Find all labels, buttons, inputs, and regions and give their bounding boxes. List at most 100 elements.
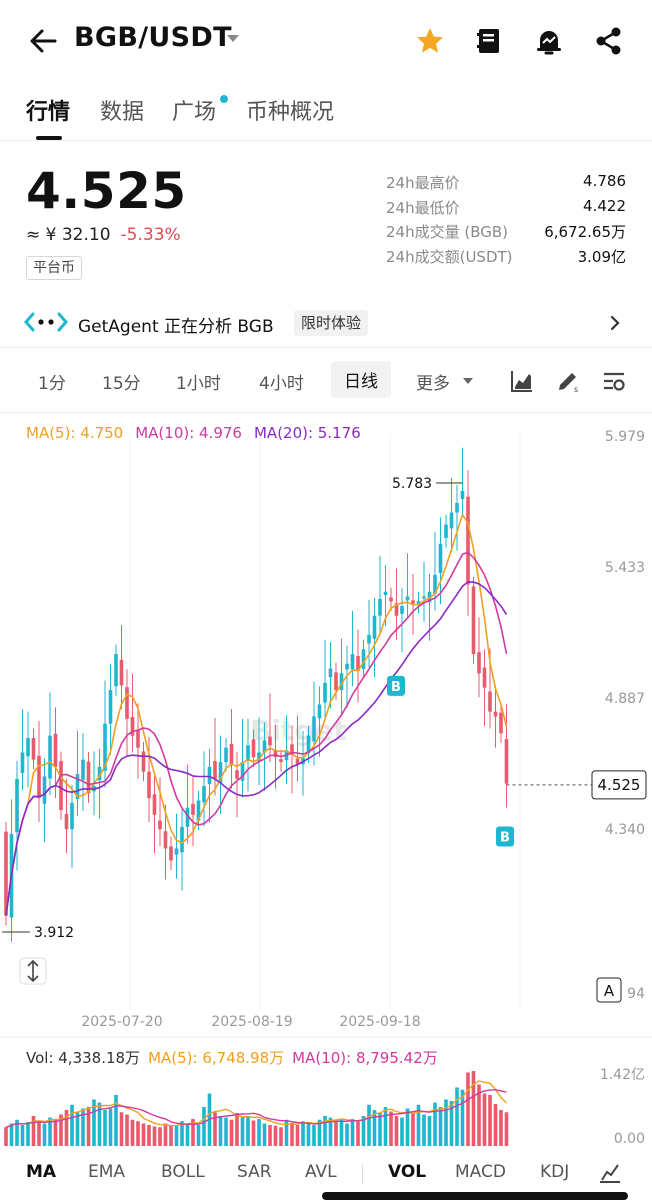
- stats-24h: 24h最高价 4.786 24h最低价 4.422 24h成交量 (BGB) 6…: [386, 172, 626, 270]
- candle-body: [59, 761, 63, 811]
- indicator-settings-icon[interactable]: [598, 1162, 622, 1184]
- category-badge[interactable]: 平台币: [26, 256, 82, 280]
- candle-body: [114, 654, 118, 687]
- chevron-right-icon[interactable]: [607, 314, 623, 332]
- candle-body: [323, 682, 327, 703]
- volume-bar: [262, 1123, 267, 1146]
- volume-bar: [169, 1125, 173, 1146]
- indicator-vol[interactable]: VOL: [388, 1162, 427, 1182]
- volume-bar: [42, 1123, 47, 1146]
- candle-body: [218, 762, 223, 783]
- candle-body: [328, 668, 333, 678]
- getagent-logo-icon: [24, 312, 68, 332]
- ma5-line: [5, 513, 508, 916]
- candle-body: [53, 733, 58, 767]
- volume-bar: [235, 1113, 239, 1146]
- candle-body: [103, 723, 107, 771]
- star-icon[interactable]: [413, 24, 447, 58]
- tab-square[interactable]: 广场: [172, 100, 217, 125]
- alert-bell-icon[interactable]: [532, 24, 566, 58]
- volume-bar: [268, 1125, 272, 1146]
- getagent-banner[interactable]: GetAgent 正在分析 BGB 限时体验: [0, 300, 652, 346]
- trial-badge: 限时体验: [294, 310, 369, 336]
- indicator-bar: MA EMA BOLL SAR AVL VOL MACD KDJ: [0, 1150, 652, 1194]
- interval-1h[interactable]: 1小时: [176, 374, 221, 394]
- volume-bar: [411, 1113, 415, 1146]
- interval-15m[interactable]: 15分: [102, 374, 141, 394]
- volume-bar: [4, 1127, 8, 1146]
- volume-axis-label: 0.00: [614, 1131, 645, 1147]
- volume-bar: [383, 1107, 388, 1146]
- interval-4h[interactable]: 4小时: [259, 374, 304, 394]
- divider: [0, 140, 652, 141]
- candle-body: [378, 598, 382, 616]
- candle-body: [158, 820, 162, 830]
- indicator-ema[interactable]: EMA: [88, 1162, 126, 1182]
- candle-body: [174, 848, 179, 855]
- volume-bar: [86, 1107, 91, 1146]
- indicator-boll[interactable]: BOLL: [161, 1162, 205, 1182]
- candle-body: [477, 652, 481, 674]
- volume-bar: [284, 1119, 289, 1146]
- interval-more[interactable]: 更多: [416, 374, 450, 394]
- volume-bar: [9, 1123, 14, 1146]
- share-icon[interactable]: [592, 24, 626, 58]
- volume-bar: [367, 1104, 371, 1146]
- volume-bar: [158, 1127, 162, 1146]
- indicator-avl[interactable]: AVL: [305, 1162, 337, 1182]
- tab-market[interactable]: 行情: [26, 100, 71, 125]
- price-axis-label: 5.979: [605, 429, 645, 445]
- interval-1m[interactable]: 1分: [38, 374, 66, 394]
- candle-body: [163, 831, 168, 849]
- draw-tool-icon[interactable]: s: [555, 368, 581, 394]
- buy-marker-icon: [496, 826, 514, 847]
- indicator-ma[interactable]: MA: [26, 1162, 57, 1182]
- chart-type-icon[interactable]: [509, 368, 535, 394]
- back-arrow-icon[interactable]: [26, 24, 60, 58]
- candle-body: [416, 601, 421, 604]
- divider: [0, 412, 652, 413]
- volume-bar: [141, 1123, 146, 1146]
- volume-bar: [185, 1123, 190, 1146]
- tab-data[interactable]: 数据: [100, 100, 145, 125]
- volume-bar: [75, 1112, 80, 1146]
- candle-body: [345, 663, 349, 670]
- candle-body: [466, 496, 470, 585]
- candle-body: [400, 606, 404, 614]
- candle-body: [20, 752, 25, 774]
- candle-body: [460, 490, 465, 500]
- volume-bar: [389, 1111, 393, 1146]
- volume-ma10: MA(10): 8,795.42万: [292, 1049, 438, 1067]
- candle-body: [70, 802, 74, 830]
- tab-coin-overview[interactable]: 币种概况: [246, 100, 335, 125]
- interval-1d[interactable]: 日线: [331, 361, 391, 398]
- main-tabs: 行情 数据 广场 币种概况: [0, 88, 652, 140]
- volume-bar: [306, 1123, 311, 1146]
- volume-ma10-line: [5, 1089, 507, 1128]
- candle-body: [433, 574, 437, 594]
- chart-settings-icon[interactable]: [601, 368, 627, 394]
- notebook-icon[interactable]: [472, 24, 506, 58]
- home-indicator: [322, 1192, 628, 1200]
- notification-dot: [220, 95, 228, 103]
- candle-body: [152, 794, 157, 815]
- volume-bar: [394, 1116, 399, 1146]
- volume-bar: [295, 1125, 300, 1146]
- candle-body: [339, 673, 344, 691]
- candle-body: [411, 600, 415, 604]
- candle-body: [262, 740, 267, 753]
- pair-dropdown-caret-icon[interactable]: [227, 35, 239, 42]
- buy-marker-icon: [387, 675, 405, 696]
- candle-body: [141, 751, 146, 772]
- volume-bar: [312, 1125, 316, 1146]
- volume-bar: [125, 1114, 129, 1146]
- candle-body: [229, 743, 234, 765]
- indicator-macd[interactable]: MACD: [455, 1162, 506, 1182]
- candle-body: [306, 735, 311, 754]
- volume-bar: [196, 1125, 201, 1146]
- indicator-kdj[interactable]: KDJ: [540, 1162, 570, 1182]
- kline-chart[interactable]: Bitget5.9795.4334.8874.340945.7833.9124.…: [0, 410, 652, 1150]
- indicator-sar[interactable]: SAR: [237, 1162, 272, 1182]
- pair-title[interactable]: BGB/USDT: [74, 22, 232, 53]
- volume-bar: [213, 1112, 217, 1146]
